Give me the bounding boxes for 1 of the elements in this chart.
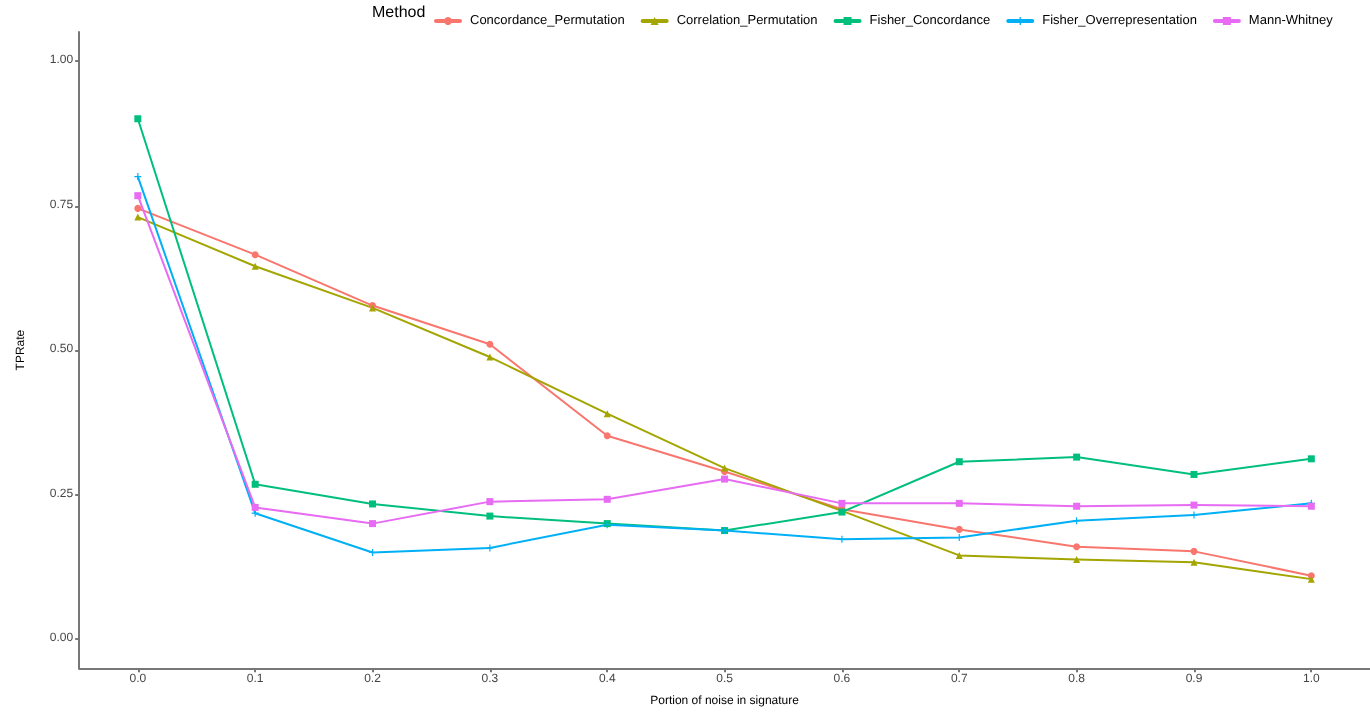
legend-title: Method (372, 3, 426, 21)
